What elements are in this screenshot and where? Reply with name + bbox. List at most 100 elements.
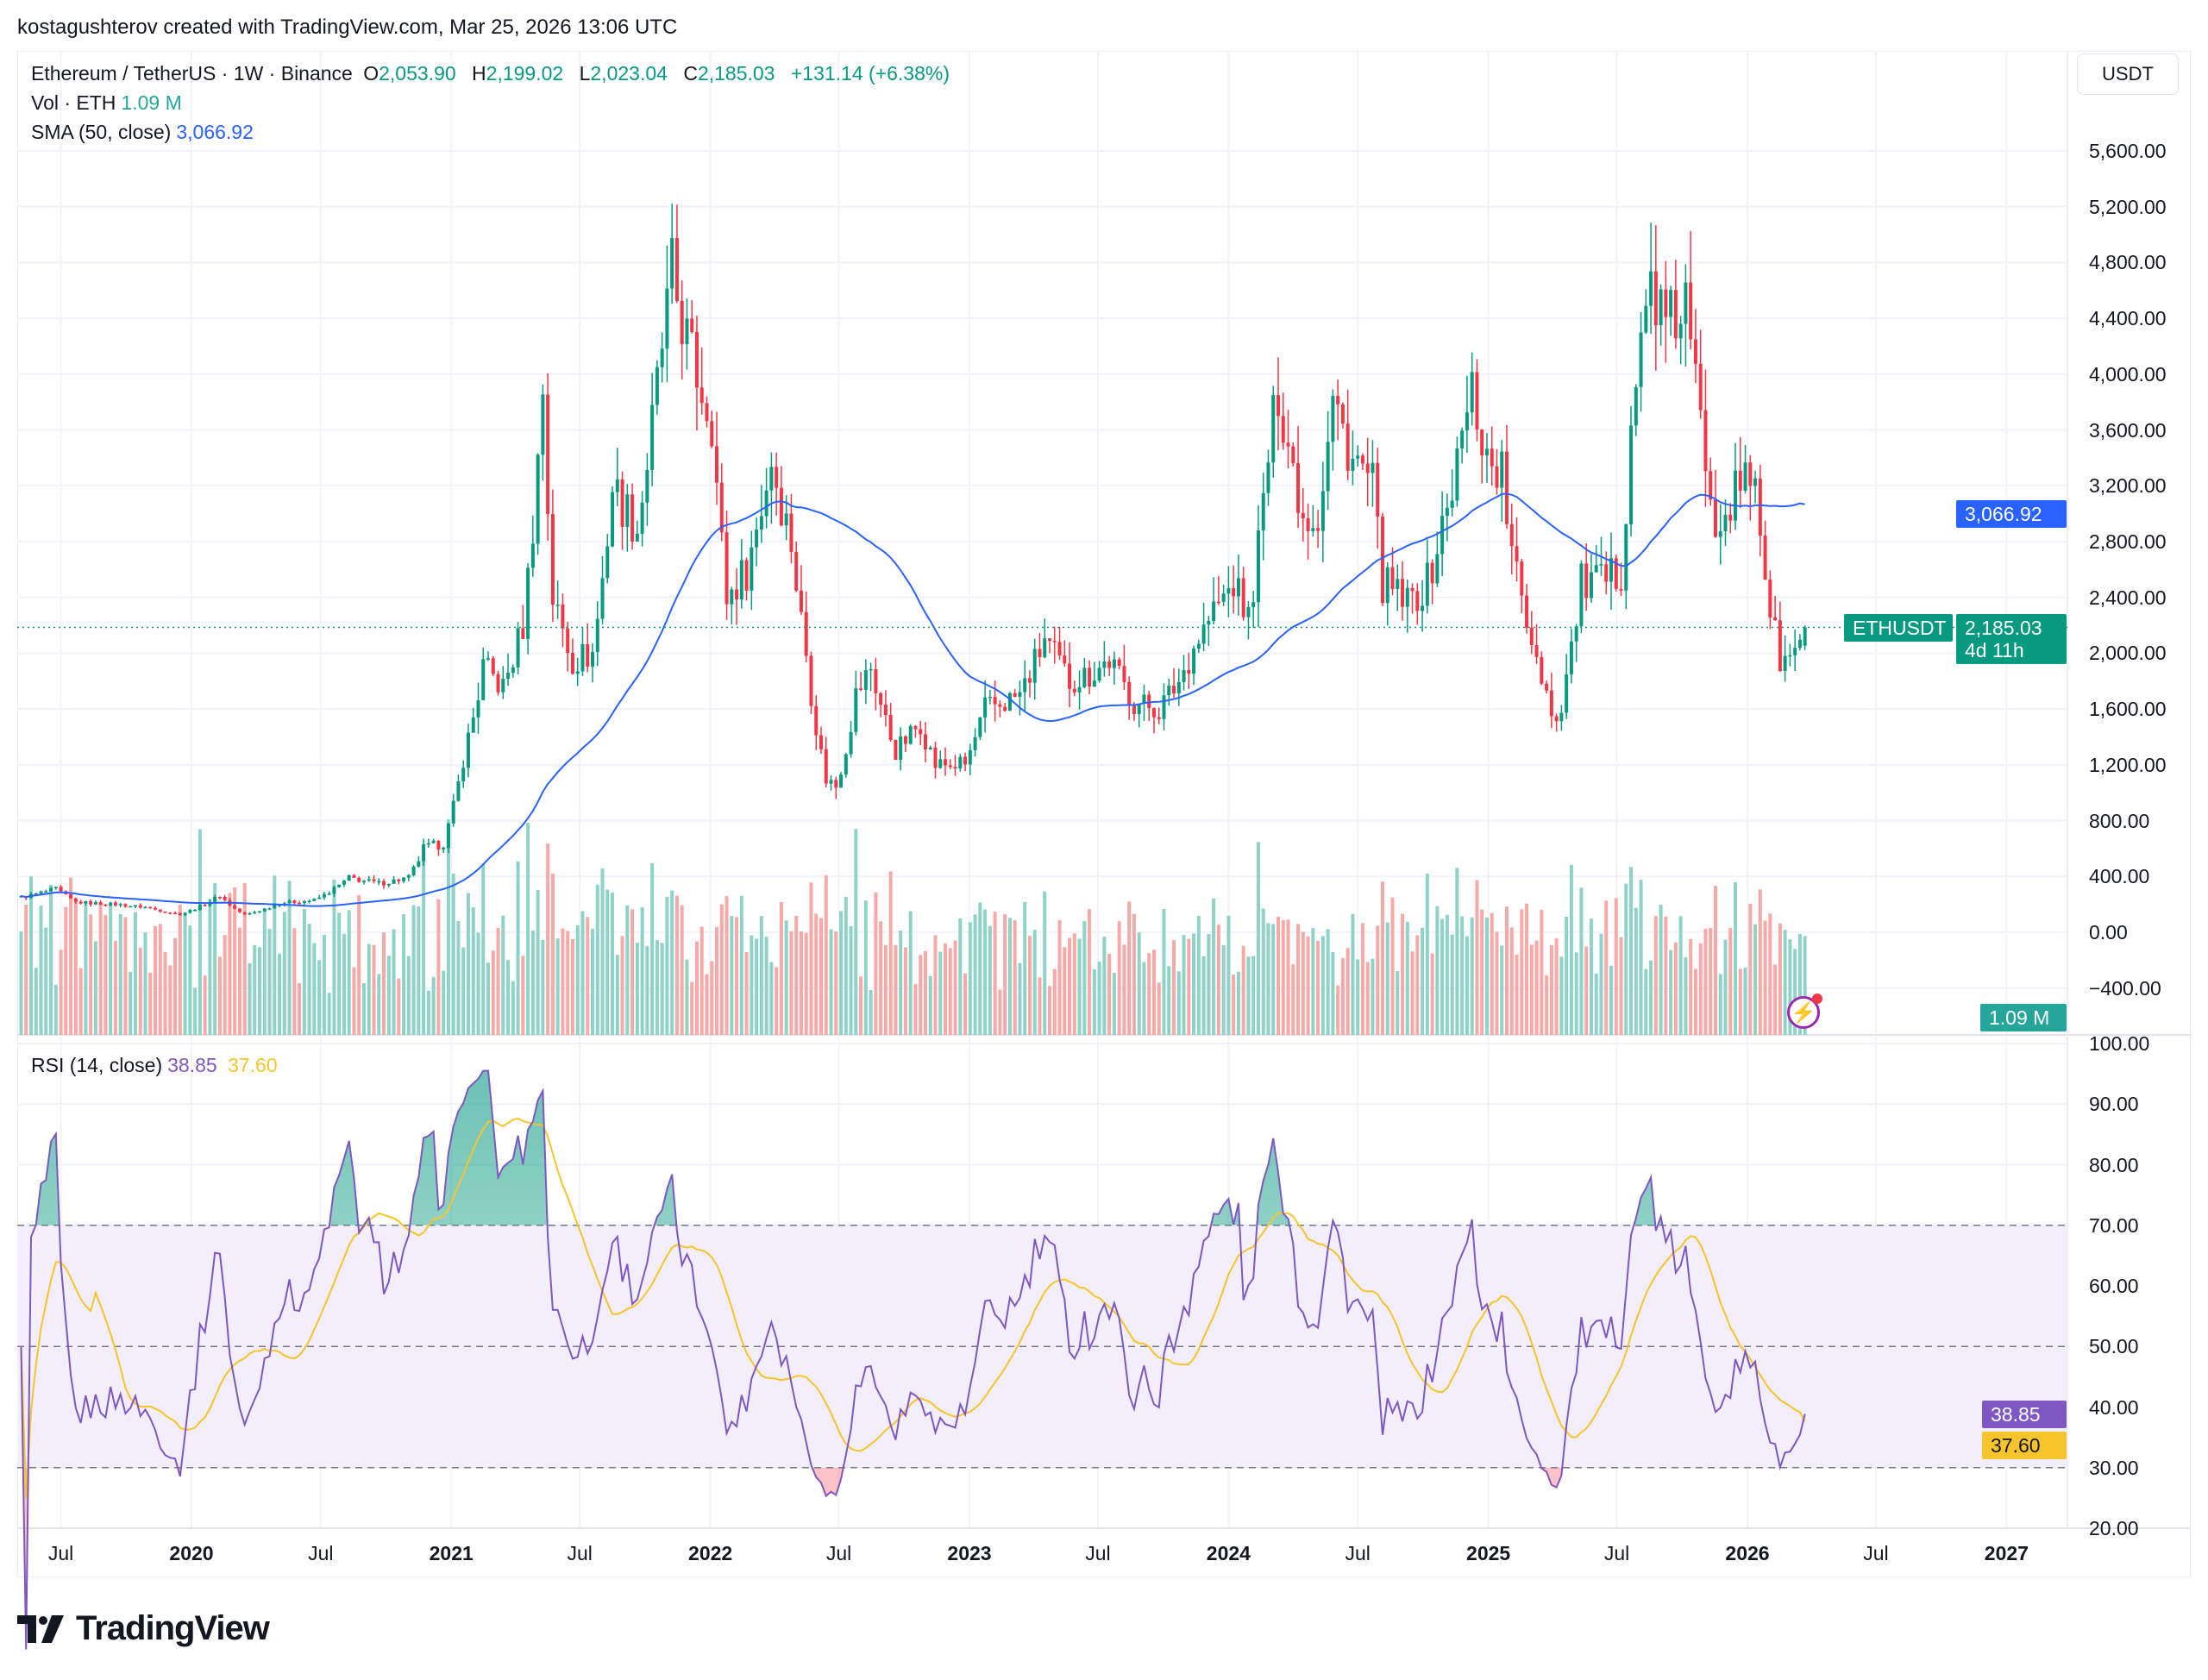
candle bbox=[1316, 528, 1320, 531]
volume-bar bbox=[1117, 921, 1121, 1035]
price-tick-label: 4,800.00 bbox=[2089, 251, 2167, 274]
volume-bar bbox=[1286, 919, 1290, 1035]
volume-bar bbox=[883, 944, 888, 1035]
sma-legend[interactable]: SMA (50, close) 3,066.92 bbox=[31, 121, 259, 144]
candle bbox=[248, 912, 252, 915]
candle bbox=[486, 658, 491, 660]
lightning-icon[interactable]: ⚡ bbox=[1787, 994, 1822, 1029]
volume-bar bbox=[322, 935, 326, 1035]
volume-bar bbox=[173, 937, 178, 1035]
volume-bar bbox=[1703, 928, 1708, 1035]
sma-line bbox=[21, 492, 1805, 907]
volume-bar bbox=[1162, 909, 1166, 1035]
volume-bar bbox=[730, 916, 734, 1035]
candle bbox=[367, 879, 371, 881]
currency-button[interactable]: USDT bbox=[2077, 53, 2179, 95]
volume-bar bbox=[789, 931, 794, 1035]
volume-bar bbox=[1763, 920, 1767, 1035]
volume-bar bbox=[963, 973, 968, 1035]
volume-bar bbox=[411, 905, 416, 1035]
candle bbox=[824, 749, 828, 784]
candle bbox=[1445, 507, 1449, 517]
volume-bar bbox=[1768, 913, 1772, 1035]
volume-bar bbox=[307, 924, 311, 1035]
volume-bar bbox=[1689, 938, 1693, 1035]
candle bbox=[1698, 363, 1703, 411]
candle bbox=[1212, 601, 1216, 621]
candle bbox=[262, 908, 267, 912]
volume-bar bbox=[824, 875, 828, 1035]
candle bbox=[784, 513, 788, 526]
change-value: +131.14 (+6.38%) bbox=[790, 62, 950, 85]
volume-bar bbox=[1151, 950, 1156, 1035]
volume-bar bbox=[1261, 908, 1265, 1035]
candle bbox=[168, 912, 172, 914]
candle bbox=[1320, 491, 1325, 531]
rsi-legend[interactable]: RSI (14, close) 38.85 37.60 bbox=[31, 1054, 283, 1077]
candle bbox=[84, 901, 88, 904]
candle bbox=[129, 906, 133, 908]
volume-bar bbox=[1316, 940, 1320, 1035]
volume-bar bbox=[694, 941, 699, 1035]
volume-bar bbox=[253, 944, 257, 1035]
volume-bar bbox=[660, 943, 664, 1035]
volume-bar bbox=[367, 943, 371, 1035]
candle bbox=[908, 725, 913, 744]
candle bbox=[1664, 289, 1668, 317]
tradingview-logo-icon bbox=[17, 1614, 64, 1643]
volume-bar bbox=[342, 933, 346, 1035]
candle bbox=[1048, 638, 1052, 642]
candle bbox=[555, 605, 560, 606]
candle bbox=[849, 731, 853, 755]
candle bbox=[1351, 458, 1355, 471]
rsi-overbought-fill bbox=[21, 1070, 1805, 1226]
volume-legend[interactable]: Vol · ETH 1.09 M bbox=[31, 91, 187, 115]
volume-bar bbox=[1421, 927, 1425, 1035]
volume-bar bbox=[1018, 962, 1022, 1035]
candle bbox=[237, 908, 242, 912]
volume-bar bbox=[1127, 901, 1132, 1035]
candle bbox=[1147, 694, 1151, 709]
candle bbox=[1440, 516, 1445, 555]
symbol-title[interactable]: Ethereum / TetherUS · 1W · Binance bbox=[31, 62, 353, 85]
volume-bar bbox=[1594, 973, 1598, 1035]
candle bbox=[1072, 688, 1076, 693]
candle bbox=[1340, 404, 1345, 424]
candle bbox=[1689, 282, 1693, 340]
volume-bar bbox=[899, 931, 903, 1035]
volume-bar bbox=[1803, 936, 1807, 1035]
candle bbox=[1221, 593, 1226, 602]
candle bbox=[1773, 617, 1778, 621]
tradingview-logo[interactable]: TradingView bbox=[17, 1609, 270, 1648]
volume-bar bbox=[570, 939, 574, 1035]
volume-bar bbox=[1241, 945, 1245, 1035]
volume-bar bbox=[566, 931, 570, 1035]
rsi-tick-label: 70.00 bbox=[2089, 1213, 2139, 1237]
candle bbox=[1738, 470, 1742, 491]
price-tick-label: 2,400.00 bbox=[2089, 586, 2167, 609]
rsi-tick-label: 60.00 bbox=[2089, 1275, 2139, 1297]
candle bbox=[600, 578, 605, 619]
volume-bar bbox=[1052, 969, 1057, 1035]
volume-bar bbox=[178, 905, 182, 1035]
candle bbox=[526, 567, 530, 639]
candle bbox=[1251, 602, 1256, 607]
candle bbox=[814, 705, 819, 736]
volume-bar bbox=[267, 929, 272, 1035]
volume-bar bbox=[1023, 901, 1027, 1035]
price-tick-label: 1,600.00 bbox=[2089, 698, 2167, 721]
candle bbox=[173, 912, 178, 914]
last-price-value: 2,185.03 bbox=[1965, 617, 2042, 639]
candle bbox=[1271, 395, 1276, 463]
volume-bar bbox=[759, 916, 763, 1035]
volume-bar bbox=[506, 960, 511, 1035]
open-value: 2,053.90 bbox=[379, 62, 456, 85]
candle bbox=[123, 904, 128, 907]
candle bbox=[1509, 523, 1514, 547]
volume-bar bbox=[1142, 962, 1146, 1035]
sma-value: 3,066.92 bbox=[176, 121, 254, 143]
volume-bar bbox=[615, 955, 619, 1035]
volume-bar bbox=[894, 944, 898, 1035]
candle bbox=[620, 479, 624, 527]
